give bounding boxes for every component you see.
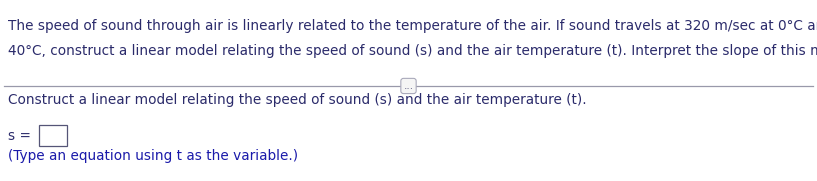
Text: (Type an equation using t as the variable.): (Type an equation using t as the variabl… [8, 149, 298, 163]
Text: Construct a linear model relating the speed of sound (s) and the air temperature: Construct a linear model relating the sp… [8, 93, 587, 107]
Text: The speed of sound through air is linearly related to the temperature of the air: The speed of sound through air is linear… [8, 19, 817, 33]
Text: 40°C, construct a linear model relating the speed of sound (s) and the air tempe: 40°C, construct a linear model relating … [8, 44, 817, 58]
Text: s =: s = [8, 129, 31, 142]
Text: ...: ... [404, 81, 413, 91]
